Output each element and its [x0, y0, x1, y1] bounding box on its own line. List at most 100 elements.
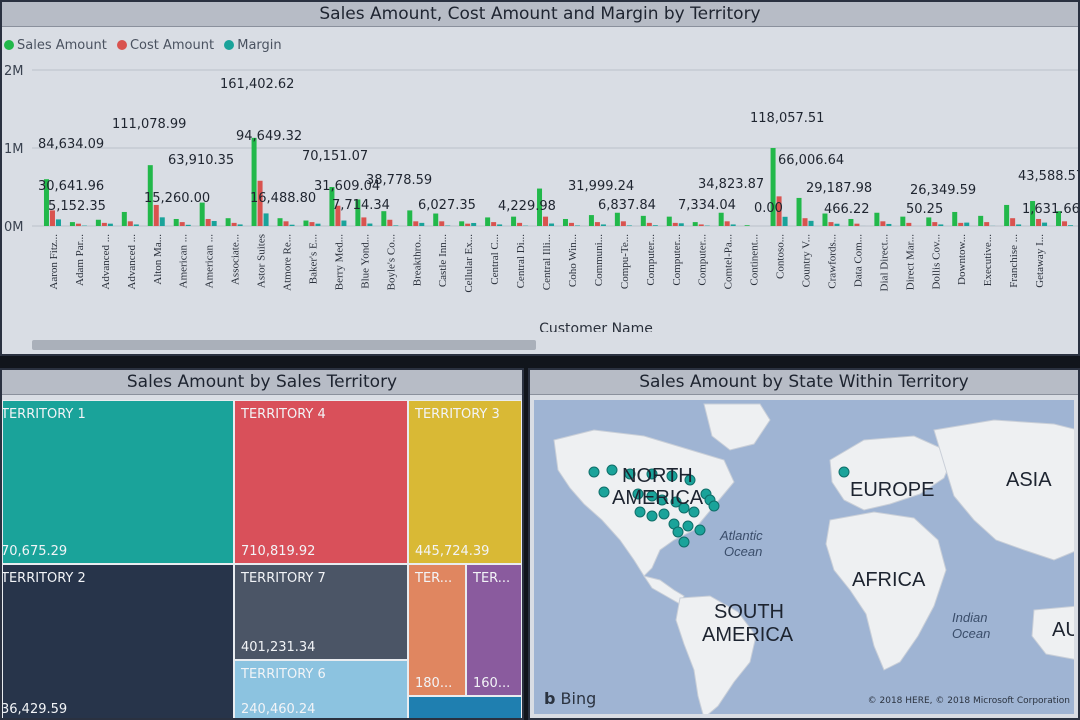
map-marker[interactable] [672, 526, 684, 538]
bar-margin[interactable] [886, 223, 892, 226]
bar-margin[interactable] [549, 223, 555, 226]
bar-cost-amount[interactable] [568, 222, 574, 226]
bar-sales-amount[interactable] [796, 197, 802, 226]
bar-cost-amount[interactable] [932, 222, 938, 226]
treemap-tile[interactable]: TERRITORY 4 710,819.92 [234, 400, 408, 564]
map-marker[interactable] [646, 468, 658, 480]
bar-sales-amount[interactable] [69, 222, 75, 226]
map-marker[interactable] [598, 486, 610, 498]
bar-margin[interactable] [211, 221, 217, 226]
map-marker[interactable] [658, 508, 670, 520]
bar-sales-amount[interactable] [848, 218, 854, 226]
bar-margin[interactable] [808, 220, 814, 226]
bar-cost-amount[interactable] [906, 222, 912, 226]
map-marker[interactable] [694, 524, 706, 536]
bar-cost-amount[interactable] [361, 217, 367, 226]
bar-sales-amount[interactable] [874, 212, 880, 226]
bar-cost-amount[interactable] [543, 216, 549, 226]
bar-sales-amount[interactable] [588, 215, 594, 226]
treemap-tile[interactable]: TERRITORY 6 240,460.24 [234, 660, 408, 718]
legend-item-margin[interactable]: Margin [218, 38, 282, 53]
bar-cost-amount[interactable] [517, 222, 523, 226]
bar-cost-amount[interactable] [491, 222, 497, 226]
bar-margin[interactable] [315, 223, 321, 226]
bar-sales-amount[interactable] [1030, 201, 1036, 226]
bar-cost-amount[interactable] [646, 222, 652, 226]
map-marker[interactable] [670, 496, 682, 508]
map-marker[interactable] [624, 468, 636, 480]
bar-sales-amount[interactable] [199, 202, 205, 226]
bar-margin[interactable] [185, 224, 191, 226]
map-marker[interactable] [656, 494, 668, 506]
bar-cost-amount[interactable] [1036, 218, 1042, 226]
treemap-tile[interactable] [408, 696, 522, 718]
bar-cost-amount[interactable] [465, 223, 471, 226]
bar-sales-amount[interactable] [459, 221, 465, 226]
bar-sales-amount[interactable] [978, 215, 984, 226]
bar-sales-amount[interactable] [43, 179, 49, 226]
bar-sales-amount[interactable] [952, 211, 958, 226]
bar-sales-amount[interactable] [485, 217, 491, 226]
bar-sales-amount[interactable] [900, 216, 906, 226]
bar-sales-amount[interactable] [433, 213, 439, 226]
bar-cost-amount[interactable] [49, 210, 55, 226]
map-marker[interactable] [678, 536, 690, 548]
map-marker[interactable] [646, 490, 658, 502]
bar-margin[interactable] [964, 222, 970, 226]
bar-cost-amount[interactable] [309, 222, 315, 226]
treemap-tile[interactable]: TER... 180... [408, 564, 466, 696]
map-marker[interactable] [678, 502, 690, 514]
bar-margin[interactable] [471, 222, 477, 226]
bar-margin[interactable] [574, 225, 580, 226]
bar-sales-amount[interactable] [95, 219, 101, 226]
treemap-tile[interactable]: TERRITORY 2 36,429.59 [2, 564, 234, 718]
bar-cost-amount[interactable] [101, 222, 107, 226]
bar-cost-amount[interactable] [1062, 221, 1068, 226]
bar-sales-amount[interactable] [537, 188, 543, 226]
bar-margin[interactable] [600, 224, 606, 226]
bar-cost-amount[interactable] [620, 221, 626, 226]
bar-cost-amount[interactable] [413, 221, 419, 226]
treemap-tile[interactable]: TERRITORY 3 445,724.39 [408, 400, 522, 564]
bar-sales-amount[interactable] [251, 137, 257, 226]
bar-cost-amount[interactable] [880, 221, 886, 226]
bar-cost-amount[interactable] [257, 180, 263, 226]
bar-sales-amount[interactable] [666, 216, 672, 226]
bar-sales-amount[interactable] [822, 213, 828, 226]
map-marker[interactable] [682, 520, 694, 532]
bar-cost-amount[interactable] [127, 221, 133, 226]
world-map[interactable]: NORTH AMERICA EUROPE ASIA AFRICA SOUTH A… [534, 400, 1074, 714]
bar-sales-amount[interactable] [147, 165, 153, 226]
bar-sales-amount[interactable] [692, 222, 698, 226]
bar-cost-amount[interactable] [335, 205, 341, 226]
map-marker[interactable] [632, 488, 644, 500]
bar-margin[interactable] [782, 216, 788, 226]
map-marker[interactable] [588, 466, 600, 478]
bar-cost-amount[interactable] [439, 221, 445, 226]
bar-margin[interactable] [938, 224, 944, 226]
map-marker[interactable] [684, 474, 696, 486]
bar-sales-amount[interactable] [407, 210, 413, 226]
treemap-tile[interactable]: TERRITORY 1 70,675.29 [2, 400, 234, 564]
bar-sales-amount[interactable] [511, 216, 517, 226]
bar-margin[interactable] [626, 225, 632, 226]
bar-cost-amount[interactable] [854, 223, 860, 226]
map-marker[interactable] [708, 500, 720, 512]
bar-cost-amount[interactable] [387, 219, 393, 226]
bar-cost-amount[interactable] [153, 204, 159, 226]
bar-sales-amount[interactable] [614, 212, 620, 226]
bar-margin[interactable] [367, 223, 373, 226]
bar-cost-amount[interactable] [672, 222, 678, 226]
bar-margin[interactable] [159, 217, 165, 226]
bar-margin[interactable] [107, 223, 113, 226]
bar-margin[interactable] [263, 213, 269, 226]
bar-cost-amount[interactable] [724, 221, 730, 226]
bar-margin[interactable] [419, 222, 425, 226]
map-marker[interactable] [606, 464, 618, 476]
bar-cost-amount[interactable] [75, 223, 81, 226]
bar-sales-amount[interactable] [640, 215, 646, 226]
bar-margin[interactable] [652, 225, 658, 226]
bar-cost-amount[interactable] [698, 224, 704, 226]
bar-margin[interactable] [834, 223, 840, 226]
scrollbar-thumb[interactable] [32, 340, 536, 350]
